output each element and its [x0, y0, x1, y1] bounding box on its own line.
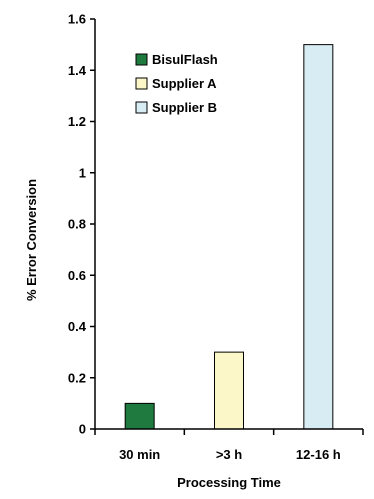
- x-tick-label: 12-16 h: [296, 447, 341, 462]
- y-tick-label: 0.6: [68, 268, 86, 283]
- y-tick-label: 1: [79, 165, 86, 180]
- legend-swatch: [136, 54, 147, 65]
- legend: BisulFlash Supplier A Supplier B: [136, 52, 218, 115]
- legend-swatch: [136, 78, 147, 89]
- y-tick-label: 0.4: [68, 319, 87, 334]
- y-tick-label: 1.6: [68, 12, 86, 27]
- x-tick-label: >3 h: [216, 447, 242, 462]
- y-tick-label: 1.4: [68, 63, 87, 78]
- legend-swatch: [136, 102, 147, 113]
- y-tick-label: 0: [79, 422, 86, 437]
- y-tick-label: 1.2: [68, 114, 86, 129]
- x-tick-label: 30 min: [119, 447, 160, 462]
- y-tick-label: 0.8: [68, 217, 86, 232]
- bar-bisulflash: [125, 403, 154, 429]
- legend-label: BisulFlash: [152, 52, 218, 67]
- bar-supplier-a: [215, 352, 244, 429]
- x-axis-title: Processing Time: [177, 475, 281, 490]
- bar-supplier-b: [304, 45, 333, 429]
- y-tick-label: 0.2: [68, 370, 86, 385]
- legend-label: Supplier A: [152, 76, 217, 91]
- y-axis-title: % Error Conversion: [24, 179, 39, 301]
- legend-label: Supplier B: [152, 100, 217, 115]
